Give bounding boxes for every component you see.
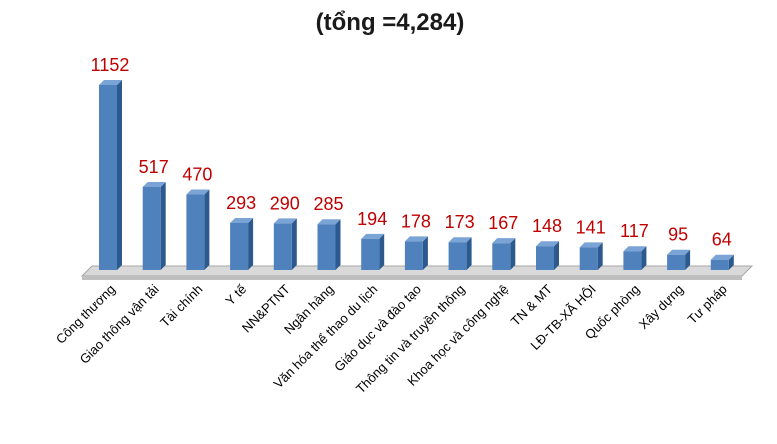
- bar: [404, 241, 423, 270]
- bar-top: [623, 246, 647, 252]
- bar-side: [422, 236, 428, 270]
- bar-top: [536, 241, 559, 247]
- bar-top: [99, 80, 122, 85]
- bar-top: [710, 254, 734, 260]
- bar: [142, 186, 161, 270]
- bar: [492, 243, 511, 270]
- bar: [536, 246, 554, 270]
- value-label: 293: [226, 193, 256, 213]
- value-label: 148: [532, 216, 562, 236]
- bar-top: [492, 238, 516, 244]
- value-label: 285: [313, 194, 343, 214]
- bar-side: [597, 242, 603, 270]
- value-label: 290: [270, 193, 300, 213]
- bar: [230, 222, 249, 270]
- bar-top: [448, 237, 472, 243]
- bar-side: [685, 249, 691, 270]
- value-label: 178: [401, 211, 431, 231]
- value-label: 167: [488, 213, 518, 233]
- bar-side: [160, 181, 166, 270]
- bar: [667, 254, 686, 270]
- bar-top: [317, 219, 341, 225]
- bar-top: [186, 189, 210, 195]
- value-label: 1152: [91, 55, 130, 75]
- x-tick-label: Tư pháp: [685, 282, 730, 327]
- bar: [186, 194, 205, 270]
- bar: [448, 242, 467, 270]
- bar-side: [554, 241, 559, 270]
- bar-top: [142, 181, 166, 187]
- floor-edge: [82, 276, 742, 280]
- bar-side: [379, 233, 385, 270]
- value-label: 517: [139, 157, 169, 177]
- bar-side: [117, 80, 122, 270]
- bar: [317, 224, 336, 270]
- bar: [99, 85, 117, 270]
- value-label: 117: [620, 221, 649, 241]
- value-label: 95: [668, 225, 688, 245]
- bar-top: [667, 249, 691, 255]
- bar-top: [273, 218, 297, 224]
- bar-side: [641, 246, 647, 270]
- bar-side: [335, 219, 341, 270]
- x-tick-label: Y tế: [222, 281, 249, 308]
- chart-title: (tổng =4,284): [316, 9, 465, 36]
- value-label: 141: [576, 217, 606, 237]
- bar: [710, 259, 729, 270]
- bar-side: [510, 238, 516, 270]
- bar: [361, 238, 380, 270]
- bar-top: [230, 217, 254, 223]
- x-tick-label: Tài chính: [157, 282, 205, 330]
- bar-side: [291, 218, 297, 270]
- bar-top: [404, 236, 428, 242]
- bar: [579, 247, 598, 270]
- value-label: 470: [182, 165, 212, 185]
- bar-side: [466, 237, 472, 270]
- bar-side: [248, 217, 254, 270]
- value-label: 173: [445, 212, 475, 232]
- bar: [623, 251, 642, 270]
- bar-top: [361, 233, 385, 239]
- bar-top: [579, 242, 603, 248]
- bar-side: [728, 254, 734, 270]
- x-tick-label: Xây dựng: [636, 282, 686, 332]
- bar-side: [204, 189, 210, 270]
- value-label: 194: [357, 209, 387, 229]
- value-label: 64: [712, 230, 732, 250]
- x-tick-label: Giao thông vận tải: [77, 281, 162, 366]
- bar: [273, 223, 292, 270]
